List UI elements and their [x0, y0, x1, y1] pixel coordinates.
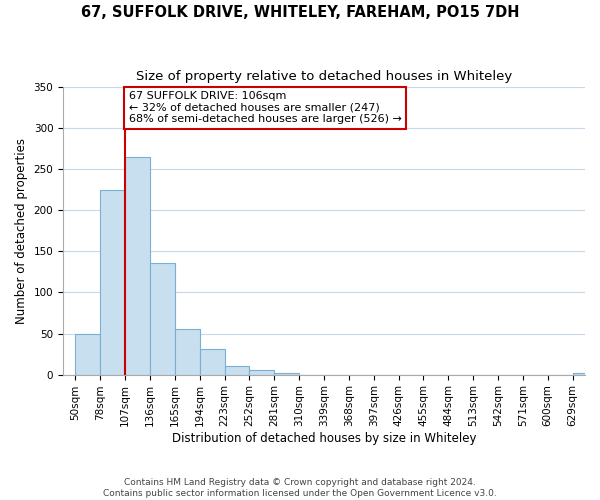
Bar [224, 366, 250, 374]
Title: Size of property relative to detached houses in Whiteley: Size of property relative to detached ho… [136, 70, 512, 83]
X-axis label: Distribution of detached houses by size in Whiteley: Distribution of detached houses by size … [172, 432, 476, 445]
Bar [76, 334, 100, 374]
Bar [200, 349, 224, 374]
Bar [125, 157, 150, 374]
Bar [274, 373, 299, 374]
Text: Contains HM Land Registry data © Crown copyright and database right 2024.
Contai: Contains HM Land Registry data © Crown c… [103, 478, 497, 498]
Text: 67 SUFFOLK DRIVE: 106sqm
← 32% of detached houses are smaller (247)
68% of semi-: 67 SUFFOLK DRIVE: 106sqm ← 32% of detach… [129, 92, 402, 124]
Bar [250, 370, 274, 374]
Text: 67, SUFFOLK DRIVE, WHITELEY, FAREHAM, PO15 7DH: 67, SUFFOLK DRIVE, WHITELEY, FAREHAM, PO… [81, 5, 519, 20]
Bar [150, 263, 175, 374]
Bar [572, 373, 598, 374]
Bar [100, 190, 125, 374]
Bar [175, 330, 200, 374]
Y-axis label: Number of detached properties: Number of detached properties [15, 138, 28, 324]
